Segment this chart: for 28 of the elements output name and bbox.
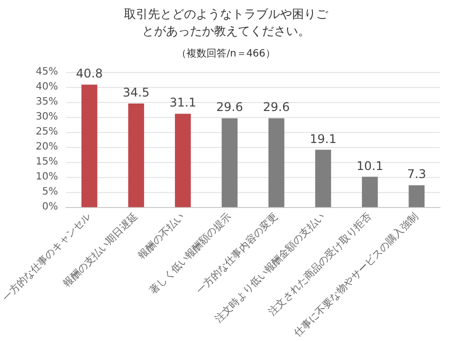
bar	[268, 118, 284, 208]
y-tick-label: 5%	[42, 186, 58, 198]
bar	[408, 185, 425, 208]
y-tick-label: 30%	[36, 112, 58, 123]
y-tick-label: 15%	[36, 156, 58, 168]
bar	[174, 114, 191, 208]
chart-subtitle: （複数回答/n＝466）	[176, 48, 276, 60]
data-label: 29.6	[263, 100, 290, 114]
data-label: 40.8	[76, 66, 103, 81]
data-label: 29.6	[216, 100, 243, 114]
y-tick-label: 0%	[42, 202, 58, 213]
y-tick-label: 25%	[36, 126, 58, 138]
y-tick-label: 35%	[36, 96, 58, 108]
chart-title: 取引先とどのようなトラブルや困りごとがあったか教えてください。	[123, 6, 329, 40]
data-label: 34.5	[122, 86, 150, 100]
y-tick-label: 40%	[36, 82, 58, 93]
bar	[222, 118, 238, 208]
bar	[362, 176, 378, 208]
bar	[315, 150, 332, 208]
data-label: 10.1	[356, 158, 384, 173]
y-tick-label: 45%	[36, 66, 58, 78]
y-tick-label: 10%	[36, 172, 58, 183]
bar	[81, 84, 98, 208]
bar	[128, 104, 144, 208]
data-label: 19.1	[310, 132, 336, 146]
data-label: 31.1	[170, 96, 196, 110]
data-label: 7.3	[407, 167, 426, 182]
y-tick-label: 20%	[36, 142, 58, 153]
